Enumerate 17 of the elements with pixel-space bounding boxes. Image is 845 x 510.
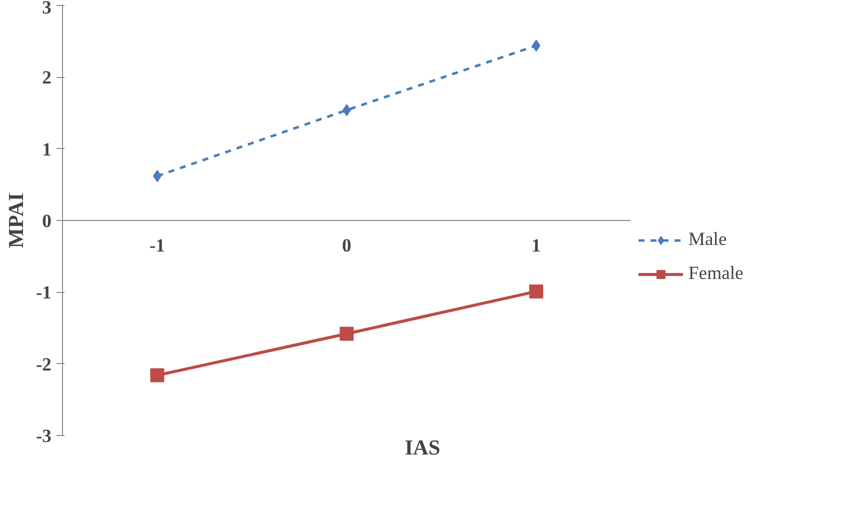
x-axis-title: IAS — [404, 436, 440, 460]
y-tick-label: 0 — [42, 211, 52, 232]
legend-label: Male — [688, 228, 727, 250]
legend-label: Female — [688, 262, 744, 284]
x-tick-label: 1 — [532, 236, 541, 256]
y-tick-label: -3 — [36, 426, 52, 447]
point — [340, 326, 354, 341]
x-tick-label: 0 — [342, 236, 352, 256]
point — [529, 284, 544, 298]
y-tick-label: -2 — [36, 354, 52, 376]
y-tick-label: -1 — [36, 282, 52, 304]
x-tick-label: -1 — [149, 236, 166, 256]
y-axis-title: MPAI — [4, 192, 28, 248]
y-tick-label: 3 — [42, 0, 52, 18]
y-tick-label: 1 — [42, 139, 52, 160]
y-tick-label: 2 — [42, 68, 52, 89]
point — [150, 368, 164, 382]
